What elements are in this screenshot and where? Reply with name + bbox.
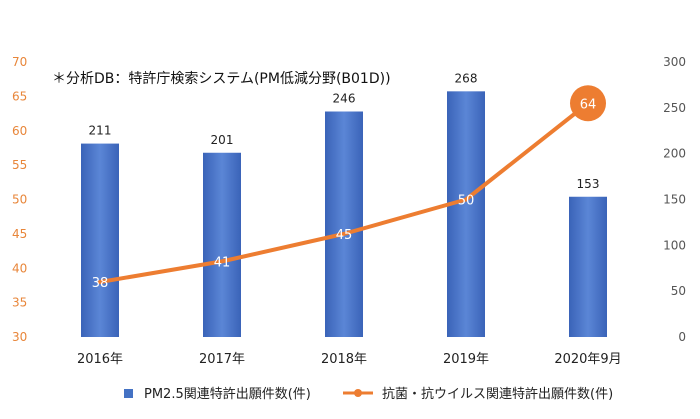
left-axis-tick: 65 (12, 89, 27, 103)
bar-value-label: 246 (333, 92, 356, 106)
right-axis-tick: 300 (663, 55, 686, 69)
bar-labels: 211 201 246 268 153 (89, 71, 600, 190)
left-axis-tick: 55 (12, 158, 27, 172)
line-path (98, 101, 590, 284)
line-marker (570, 85, 606, 122)
x-axis-tick: 2016年 (77, 352, 123, 367)
bar (81, 143, 119, 337)
bar-series (81, 91, 607, 337)
line-value-label: 38 (92, 276, 109, 291)
left-axis: 30 35 40 45 50 55 60 65 70 (12, 55, 27, 344)
left-axis-tick: 70 (12, 55, 27, 69)
left-axis-tick: 60 (12, 124, 27, 138)
right-axis-tick: 100 (663, 238, 686, 252)
bar (447, 91, 485, 337)
left-axis-tick: 45 (12, 227, 27, 241)
x-axis-tick: 2017年 (199, 352, 245, 367)
line-value-label: 45 (336, 228, 353, 243)
legend-label-bar: PM2.5関連特許出願件数(件) (144, 387, 311, 402)
line-value-label: 50 (458, 194, 475, 209)
legend-swatch-bar (124, 389, 133, 398)
left-axis-tick: 30 (12, 330, 27, 344)
bar-value-label: 201 (211, 133, 234, 147)
right-axis-tick: 250 (663, 101, 686, 115)
chart-note: ＊分析DB：特許庁検索システム(PM低減分野(B01D)) (52, 70, 391, 87)
legend-swatch-marker (354, 389, 362, 397)
legend-label-line: 抗菌・抗ウイルス関連特許出願件数(件) (382, 387, 613, 402)
bar-value-label: 153 (577, 177, 600, 191)
right-axis-tick: 200 (663, 147, 686, 161)
right-axis: 0 50 100 150 200 250 300 (663, 55, 686, 344)
line-series: 38 41 45 50 64 (92, 85, 606, 291)
x-axis-tick: 2018年 (321, 352, 367, 367)
bar (203, 152, 241, 337)
bar (325, 111, 363, 337)
left-axis-tick: 50 (12, 193, 27, 207)
right-axis-tick: 0 (678, 330, 686, 344)
left-axis-tick: 35 (12, 296, 27, 310)
right-axis-tick: 50 (671, 284, 686, 298)
legend: PM2.5関連特許出願件数(件) 抗菌・抗ウイルス関連特許出願件数(件) (124, 387, 613, 402)
bar-value-label: 211 (89, 124, 112, 138)
right-axis-tick: 150 (663, 193, 686, 207)
line-value-label: 64 (580, 97, 597, 112)
bar-value-label: 268 (455, 71, 478, 85)
x-axis-tick: 2020年9月 (554, 352, 621, 367)
x-axis-tick: 2019年 (443, 352, 489, 367)
line-value-label: 41 (214, 255, 231, 270)
bar (569, 196, 607, 337)
x-axis: 2016年 2017年 2018年 2019年 2020年9月 (77, 352, 622, 367)
left-axis-tick: 40 (12, 261, 27, 275)
